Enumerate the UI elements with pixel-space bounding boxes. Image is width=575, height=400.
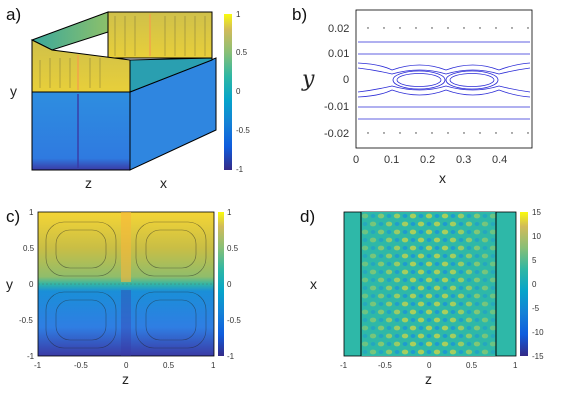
cbar-c-tick: 0 <box>227 280 232 289</box>
panel-a-label: a) <box>6 5 21 24</box>
lower-plume <box>121 290 131 356</box>
axis-label-x-vertical: x <box>310 276 317 292</box>
axis-label-x: x <box>160 175 167 191</box>
xtick-d: 0.5 <box>466 361 478 370</box>
cbar-d-tick: 0 <box>532 280 537 289</box>
xtick-c: -0.5 <box>74 361 88 370</box>
axis-label-y: y <box>6 276 13 292</box>
ytick-c: 1 <box>29 208 34 217</box>
xtick-b: 0 <box>353 154 359 166</box>
panel-d-label: d) <box>300 207 315 226</box>
xtick-b: 0.3 <box>456 154 471 166</box>
xtick-b: 0.2 <box>420 154 435 166</box>
streamlines <box>357 41 531 120</box>
cbar-a-tick: 0 <box>236 87 241 96</box>
box-roof-strip <box>30 11 109 51</box>
xtick-c: 0.5 <box>163 361 175 370</box>
xtick-b: 0.4 <box>492 154 507 166</box>
xtick-c: 0 <box>124 361 129 370</box>
xtick-d: 0 <box>427 361 432 370</box>
xtick-d: -0.5 <box>378 361 392 370</box>
cbar-a-tick: 1 <box>236 10 241 19</box>
box-floor <box>129 57 213 93</box>
cbar-c-tick: 0.5 <box>227 244 239 253</box>
cbar-d-tick: 10 <box>532 232 541 241</box>
cbar-a-tick: 0.5 <box>236 48 248 57</box>
cbar-c-tick: 1 <box>227 208 232 217</box>
axis-label-z: z <box>425 371 432 387</box>
cbar-a-tick: -0.5 <box>236 126 250 135</box>
cbar-d-tick: 15 <box>532 208 541 217</box>
ytick-c: -0.5 <box>19 316 33 325</box>
axis-label-x: x <box>439 170 446 186</box>
pattern-fade <box>361 212 496 356</box>
box-back-wall <box>107 11 213 59</box>
ytick-b: 0.01 <box>328 48 349 60</box>
xtick-c: 1 <box>211 361 216 370</box>
ytick-b: -0.01 <box>324 101 349 113</box>
ytick-b: -0.02 <box>324 128 349 140</box>
panel-b-label: b) <box>292 5 307 24</box>
cbar-a-tick: -1 <box>236 165 244 174</box>
cbar-d-tick: -5 <box>532 304 540 313</box>
cbar-d-tick: -15 <box>532 352 544 361</box>
colorbar-c <box>218 212 224 356</box>
axis-label-y: y <box>301 67 315 92</box>
xtick-d: 1 <box>513 361 518 370</box>
cbar-d-tick: 5 <box>532 256 537 265</box>
ytick-b: 0 <box>343 74 349 86</box>
panel-c: c) 1 0.5 0 -0.5 -1 -1 -0.5 0 0.5 1 y z 1 <box>6 207 241 387</box>
cbar-d-tick: -10 <box>532 328 544 337</box>
vortex-cells <box>45 221 207 349</box>
axis-label-z: z <box>85 175 92 191</box>
axis-label-y: y <box>10 83 17 99</box>
panel-c-label: c) <box>6 207 20 226</box>
box-front-face <box>31 91 131 171</box>
axis-label-x: z <box>122 371 129 387</box>
colorbar-a <box>224 14 232 170</box>
cbar-c-tick: -0.5 <box>227 316 241 325</box>
velocity-markers <box>367 27 529 134</box>
ytick-c: -1 <box>27 352 35 361</box>
xtick-b: 0.1 <box>384 154 399 166</box>
ytick-b: 0.02 <box>328 23 349 35</box>
plot-frame-b <box>355 9 533 149</box>
cbar-c-tick: -1 <box>227 352 235 361</box>
panel-d: d) -1 -0.5 0 0.5 1 x z 15 10 5 0 -5 -10 … <box>300 207 544 387</box>
ytick-c: 0 <box>29 280 34 289</box>
panel-b: b) 0.02 0.01 0 -0 <box>292 5 533 186</box>
velocity-arrows <box>39 16 206 88</box>
panel-a: a) 1 0.5 0 -0. <box>6 5 250 191</box>
ytick-c: 0.5 <box>23 244 35 253</box>
xtick-c: -1 <box>34 361 42 370</box>
colorbar-d <box>520 212 528 356</box>
upper-plume <box>121 212 131 282</box>
xtick-d: -1 <box>340 361 348 370</box>
